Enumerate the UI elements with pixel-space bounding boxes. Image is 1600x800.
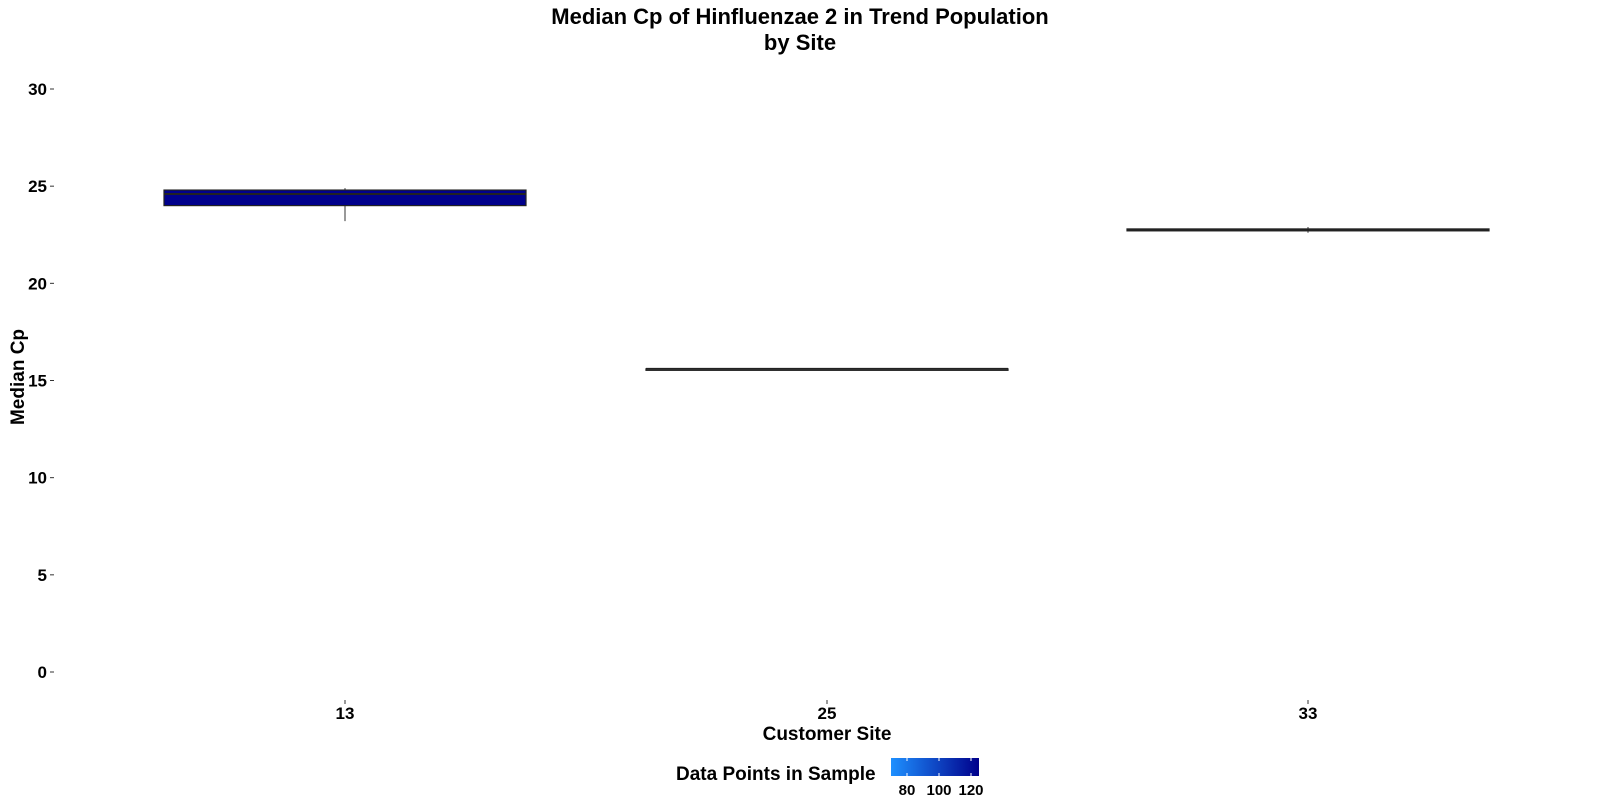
y-tick-label: 15 [28, 372, 47, 391]
x-axis-label: Customer Site [763, 724, 892, 745]
x-tick-label: 25 [818, 704, 837, 723]
y-tick-label: 20 [28, 274, 47, 293]
box-body [163, 189, 527, 207]
y-tick-label: 30 [28, 80, 47, 99]
box-site-33 [1126, 226, 1490, 233]
legend-tick-label: 100 [926, 782, 951, 799]
legend-tick-label: 120 [958, 782, 983, 799]
x-tick-label: 33 [1299, 704, 1318, 723]
y-axis-label: Median Cp [8, 329, 29, 425]
x-tick-label: 13 [336, 704, 355, 723]
boxes-layer [163, 188, 1490, 371]
chart-subtitle: by Site [763, 30, 837, 55]
y-tick-label: 0 [38, 663, 47, 682]
y-tick-label: 10 [28, 469, 47, 488]
legend-title: Data Points in Sample [676, 764, 876, 785]
box-site-13 [163, 188, 527, 222]
color-legend: 80 100 120 [891, 758, 984, 799]
legend-colorbar [891, 758, 979, 776]
box-site-25 [645, 367, 1009, 371]
y-tick-label: 5 [38, 566, 47, 585]
x-axis: 13 25 33 [336, 700, 1318, 723]
y-tick-label: 25 [28, 177, 47, 196]
y-axis: 0 5 10 15 20 25 30 [28, 80, 54, 682]
chart-title: Median Cp of Hinfluenzae 2 in Trend Popu… [551, 4, 1049, 29]
legend-tick-label: 80 [899, 782, 916, 799]
